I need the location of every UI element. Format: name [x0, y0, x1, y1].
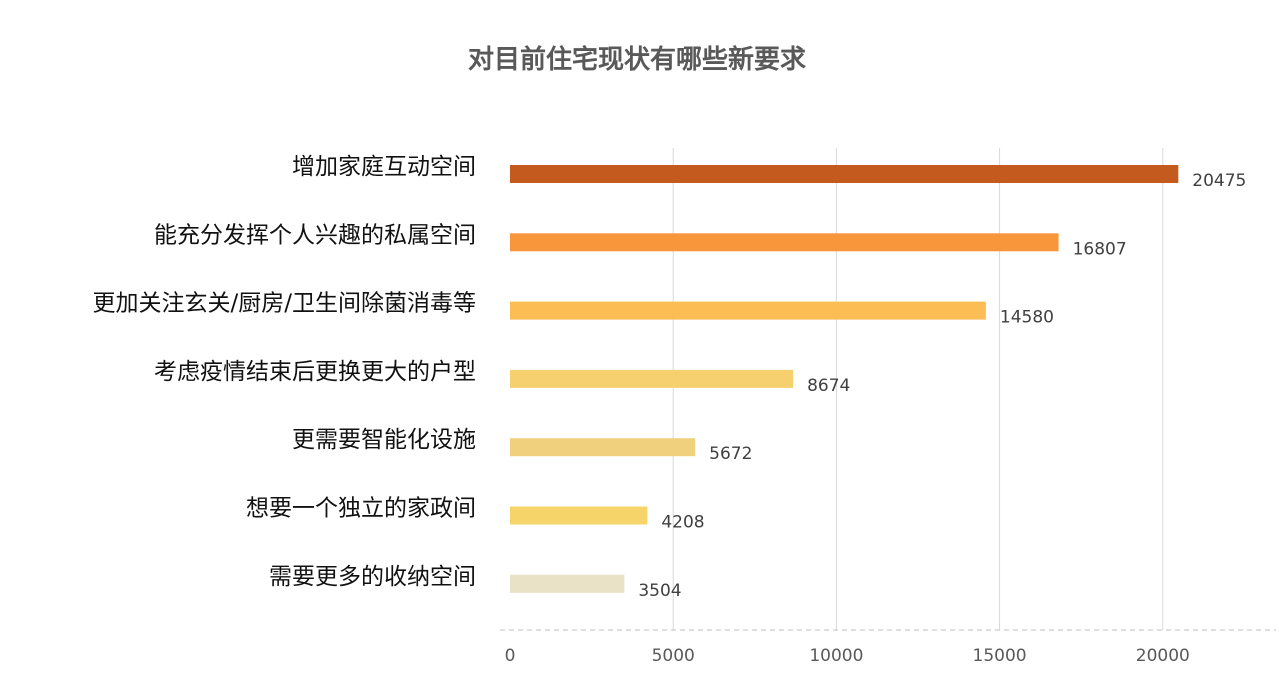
bar: [510, 506, 648, 525]
category-label: 需要更多的收纳空间: [269, 564, 476, 590]
bar: [510, 165, 1179, 183]
chart-title: 对目前住宅现状有哪些新要求: [468, 44, 806, 75]
category-label: 增加家庭互动空间: [292, 154, 476, 180]
value-label: 8674: [807, 376, 850, 396]
category-label: 想要一个独立的家政间: [246, 496, 476, 522]
value-label: 20475: [1192, 171, 1246, 191]
category-label: 考虑疫情结束后更换更大的户型: [154, 359, 476, 385]
value-label: 3504: [638, 581, 681, 601]
bar: [510, 233, 1059, 252]
value-labels: 20475 16807 14580 8674 5672 4208 3504: [638, 171, 1246, 601]
value-label: 4208: [661, 513, 704, 533]
category-labels: 增加家庭互动空间能充分发挥个人兴趣的私属空间更加关注玄关/厨房/卫生间除菌消毒等…: [93, 154, 477, 590]
category-label: 更需要智能化设施: [292, 427, 476, 453]
bars: [510, 165, 1179, 593]
bar: [510, 438, 696, 457]
x-tick-label: 20000: [1136, 646, 1190, 666]
x-tick-label: 0: [505, 646, 516, 666]
bar: [510, 301, 986, 320]
x-tick-label: 5000: [652, 646, 695, 666]
value-label: 16807: [1073, 239, 1127, 259]
category-label: 能充分发挥个人兴趣的私属空间: [154, 222, 476, 248]
value-label: 14580: [1000, 308, 1054, 328]
value-label: 5672: [709, 444, 752, 464]
grid-lines: [672, 148, 1164, 630]
x-axis: 0 5000 10000 15000 20000: [500, 629, 1276, 666]
bar: [510, 369, 794, 388]
category-label: 更加关注玄关/厨房/卫生间除菌消毒等: [93, 291, 477, 317]
bar: [510, 574, 625, 593]
x-tick-label: 15000: [973, 646, 1027, 666]
x-tick-label: 10000: [809, 646, 863, 666]
